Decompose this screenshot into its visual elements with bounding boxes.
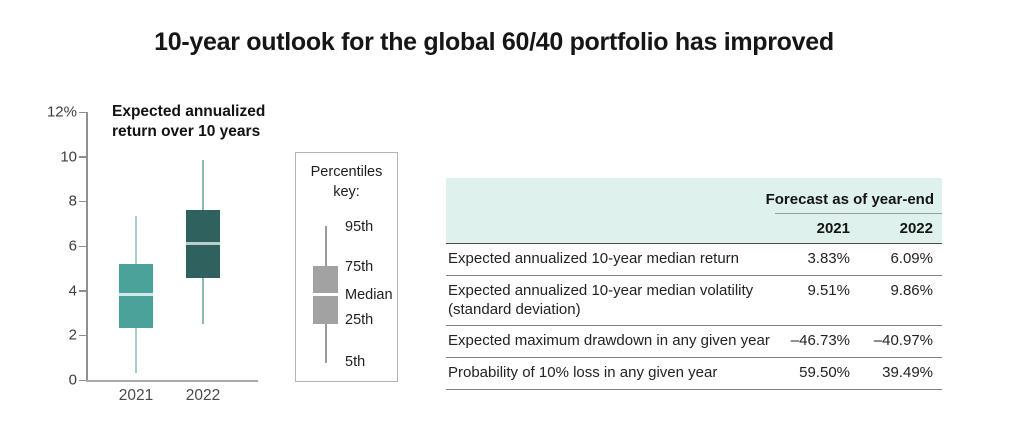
row-label: Expected annualized 10-year median retur… xyxy=(448,250,740,267)
y-axis-tick-label: 0 xyxy=(68,371,77,389)
row-label: Expected maximum drawdown in any given y… xyxy=(448,332,770,350)
y-axis-tick xyxy=(79,290,86,292)
key-label-median: Median xyxy=(345,287,393,303)
y-axis-tick-label: 6 xyxy=(68,237,77,255)
table-group-header: Forecast as of year-end xyxy=(765,191,934,208)
y-axis-tick-label: 4 xyxy=(68,282,77,300)
y-axis-tick-label: 10 xyxy=(60,148,77,166)
y-axis-tick xyxy=(79,379,86,381)
y-axis-tick xyxy=(79,334,86,337)
row-value-2021: –46.73% xyxy=(790,332,850,350)
y-axis-tick-label: 8 xyxy=(68,192,77,210)
table-row: Expected annualized 10-year median volat… xyxy=(446,276,942,327)
y-axis-tick xyxy=(79,111,86,113)
table-col-2021: 2021 xyxy=(816,220,850,237)
table-header: Forecast as of year-end 2021 2022 xyxy=(446,178,942,244)
row-value-2022: 39.49% xyxy=(882,364,933,381)
row-value-2022: –40.97% xyxy=(873,332,933,350)
key-label-25th: 25th xyxy=(345,312,374,328)
row-value-2021: 9.51% xyxy=(807,281,850,299)
table-row: Probability of 10% loss in any given yea… xyxy=(446,358,942,390)
row-label: Probability of 10% loss in any given yea… xyxy=(448,364,718,381)
boxplot-chart: Expected annualized return over 10 years… xyxy=(0,0,300,426)
table-column-row: 2021 2022 xyxy=(446,214,942,243)
key-label-75th: 75th xyxy=(345,259,374,275)
row-value-2021: 59.50% xyxy=(799,364,850,381)
y-axis-line xyxy=(86,112,88,381)
y-axis-tick-label: 12% xyxy=(46,103,77,121)
page-title: 10-year outlook for the global 60/40 por… xyxy=(154,28,834,56)
x-axis-label-2021: 2021 xyxy=(118,387,154,404)
key-label-5th: 5th xyxy=(345,354,366,370)
forecast-table: Forecast as of year-end 2021 2022 Expect… xyxy=(446,178,942,390)
table-col-2022: 2022 xyxy=(899,220,933,237)
table-row: Expected maximum drawdown in any given y… xyxy=(446,326,942,358)
percentiles-key-title: Percentiles key: xyxy=(310,164,383,201)
x-axis-line xyxy=(86,380,258,382)
chart-subtitle: Expected annualized return over 10 years xyxy=(112,103,266,141)
row-label: Expected annualized 10-year median volat… xyxy=(448,281,754,318)
percentiles-key: Percentiles key: 95th 75th Median 25th 5… xyxy=(295,152,398,382)
row-value-2022: 9.86% xyxy=(890,281,933,299)
row-value-2022: 6.09% xyxy=(890,250,933,267)
boxplot-median-2021 xyxy=(119,292,153,296)
y-axis-tick xyxy=(79,156,86,158)
row-value-2021: 3.83% xyxy=(807,250,850,267)
y-axis-tick xyxy=(79,245,86,247)
group-header-underline xyxy=(775,213,942,214)
table-row: Expected annualized 10-year median retur… xyxy=(446,244,942,276)
boxplot-median-2022 xyxy=(186,242,220,246)
y-axis-tick-label: 2 xyxy=(68,326,77,344)
key-label-95th: 95th xyxy=(345,219,374,235)
y-axis-tick xyxy=(79,200,86,203)
key-median-line xyxy=(313,293,338,296)
x-axis-label-2022: 2022 xyxy=(185,387,221,404)
